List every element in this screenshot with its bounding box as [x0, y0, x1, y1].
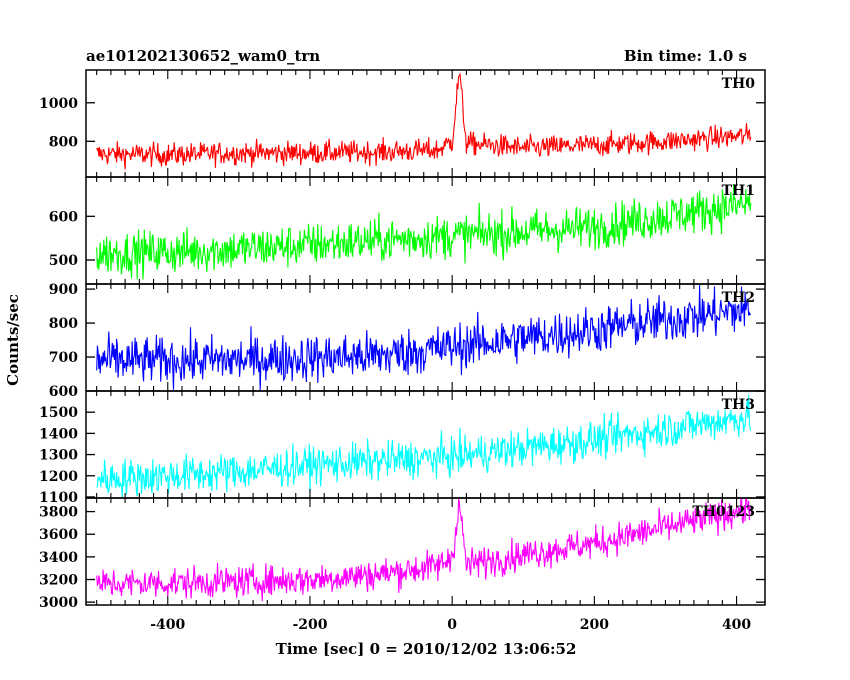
panel-frame: [85, 176, 766, 285]
y-tick-label: 1200: [39, 469, 78, 485]
panel-th0123: 3000 3200 3400 3600 3800 TH0123: [39, 497, 766, 611]
y-tick-label: 1100: [39, 490, 78, 506]
series-line-th3: [96, 394, 752, 498]
panels: 800 1000 TH0 500 600 TH1 600 700 800 900 TH2 1100 12…: [39, 69, 766, 611]
x-tick-label: 0: [447, 617, 457, 633]
panel-frame: [85, 69, 766, 178]
y-axis-label: Counts/sec: [4, 294, 22, 386]
y-tick-label: 500: [49, 253, 78, 269]
series-line-th0123: [96, 498, 752, 602]
y-tick-label: 1300: [39, 448, 78, 464]
x-axis: -400 -200 0 200 400: [150, 617, 751, 633]
x-tick-label: 400: [722, 617, 751, 633]
series-line-th0: [96, 72, 752, 170]
y-tick-label: 3200: [39, 573, 78, 589]
chart-title: ae101202130652_wam0_trn: [86, 47, 320, 65]
panel-th1: 500 600 TH1: [49, 176, 766, 285]
panel-label-th1: TH1: [722, 183, 755, 199]
panel-label-th0: TH0: [722, 76, 756, 92]
y-tick-label: 3400: [39, 550, 78, 566]
panel-label-th0123: TH0123: [692, 504, 755, 520]
y-tick-label: 1500: [39, 405, 78, 421]
y-tick-label: 3000: [39, 595, 78, 611]
series-line-th2: [96, 284, 752, 391]
x-tick-label: -400: [150, 617, 185, 633]
y-tick-label: 3600: [39, 527, 78, 543]
x-tick-label: 200: [580, 617, 609, 633]
panel-frame: [85, 497, 766, 606]
y-tick-label: 3800: [39, 505, 78, 521]
panel-th3: 1100 1200 1300 1400 1500 TH3: [39, 390, 766, 506]
y-tick-label: 600: [49, 209, 78, 225]
panel-th2: 600 700 800 900 TH2: [49, 282, 766, 400]
y-tick-label: 800: [49, 316, 78, 332]
y-tick-label: 600: [49, 384, 78, 400]
y-tick-label: 1000: [39, 96, 78, 112]
y-tick-label: 700: [49, 350, 78, 366]
bin-time-label: Bin time: 1.0 s: [624, 47, 747, 65]
x-axis-label: Time [sec] 0 = 2010/12/02 13:06:52: [276, 640, 577, 658]
panel-th0: 800 1000 TH0: [39, 69, 766, 178]
y-tick-label: 800: [49, 134, 78, 150]
panel-label-th2: TH2: [722, 290, 755, 306]
panel-frame: [85, 390, 766, 499]
y-tick-label: 900: [49, 282, 78, 298]
panel-label-th3: TH3: [722, 397, 755, 413]
series-line-th1: [96, 184, 752, 280]
panel-frame: [85, 283, 766, 392]
y-tick-label: 1400: [39, 426, 78, 442]
x-tick-label: -200: [292, 617, 327, 633]
